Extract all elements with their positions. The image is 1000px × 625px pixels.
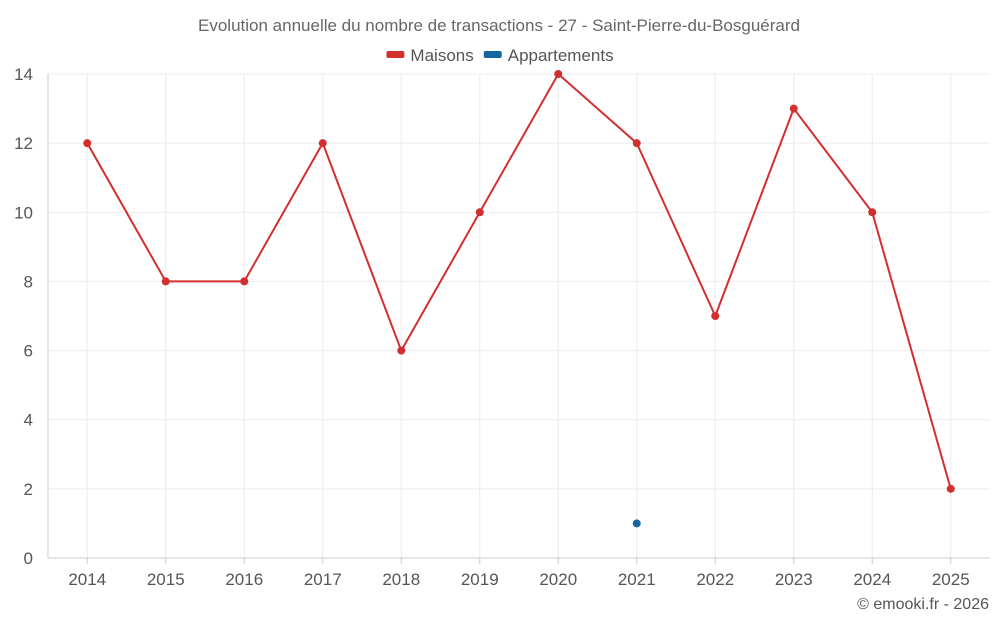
y-tick-label: 6 xyxy=(24,342,33,361)
x-tick-label: 2015 xyxy=(147,570,185,589)
legend: Maisons Appartements xyxy=(386,46,614,65)
x-tick-label: 2017 xyxy=(304,570,342,589)
y-tick-label: 2 xyxy=(24,480,33,499)
chart-title: Evolution annuelle du nombre de transact… xyxy=(198,16,800,35)
data-point[interactable] xyxy=(711,312,720,320)
data-point[interactable] xyxy=(475,208,484,217)
data-point[interactable] xyxy=(161,277,170,286)
data-point[interactable] xyxy=(632,519,641,528)
y-tick-label: 12 xyxy=(14,134,33,153)
credit-text: © emooki.fr - 2026 xyxy=(857,596,989,613)
y-tick-label: 14 xyxy=(14,65,33,84)
data-point[interactable] xyxy=(946,484,955,493)
data-point[interactable] xyxy=(632,139,641,148)
x-tick-label: 2024 xyxy=(853,570,891,589)
legend-swatch[interactable] xyxy=(483,51,502,58)
x-tick-label: 2019 xyxy=(461,570,499,589)
x-tick-label: 2023 xyxy=(775,570,813,589)
y-tick-label: 4 xyxy=(24,411,33,430)
series-line xyxy=(86,73,952,490)
x-tick-label: 2020 xyxy=(539,570,577,589)
y-tick-label: 0 xyxy=(24,549,33,568)
data-point[interactable] xyxy=(240,277,249,286)
data-point[interactable] xyxy=(83,139,92,148)
x-tick-label: 2016 xyxy=(225,570,263,589)
data-point[interactable] xyxy=(789,104,798,113)
data-point[interactable] xyxy=(397,346,406,355)
x-axis: 2014 2015 2016 2017 2018 2019 2020 2021 2022 2023… xyxy=(48,557,990,589)
series-layer xyxy=(83,70,955,528)
legend-label[interactable]: Maisons xyxy=(410,46,473,65)
y-axis: 0 2 4 6 8 10 12 14 xyxy=(14,65,49,568)
y-tick-label: 8 xyxy=(24,272,33,291)
grid xyxy=(48,73,990,558)
x-tick-label: 2014 xyxy=(68,570,106,589)
x-tick-label: 2021 xyxy=(618,570,656,589)
x-tick-label: 2018 xyxy=(382,570,420,589)
series-appartements xyxy=(632,519,641,528)
legend-swatch[interactable] xyxy=(386,51,405,58)
legend-label[interactable]: Appartements xyxy=(508,46,614,65)
series-maisons xyxy=(83,70,955,493)
data-point[interactable] xyxy=(318,139,327,148)
x-tick-label: 2022 xyxy=(696,570,734,589)
data-point[interactable] xyxy=(554,70,563,78)
data-point[interactable] xyxy=(868,208,877,217)
y-tick-label: 10 xyxy=(14,203,33,222)
x-tick-label: 2025 xyxy=(932,570,970,589)
